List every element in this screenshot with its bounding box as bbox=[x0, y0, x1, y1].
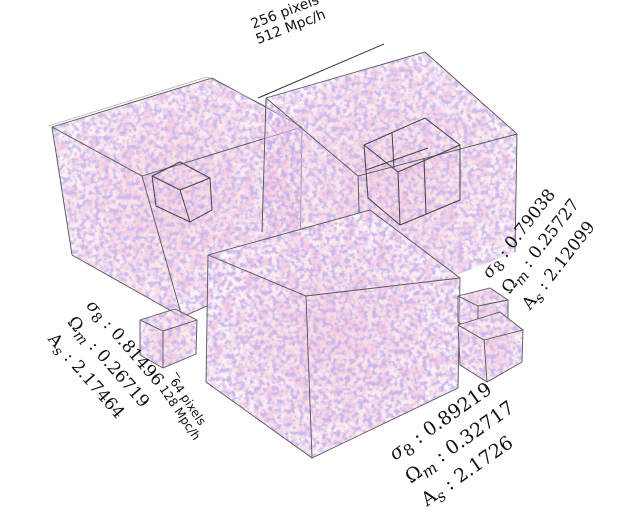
small-cube-left bbox=[139, 308, 198, 369]
scale-bar-large bbox=[257, 43, 385, 99]
subvolume-outline-left bbox=[151, 161, 213, 223]
scale-tick-small bbox=[175, 371, 181, 379]
subvolume-outline-right bbox=[363, 117, 461, 226]
